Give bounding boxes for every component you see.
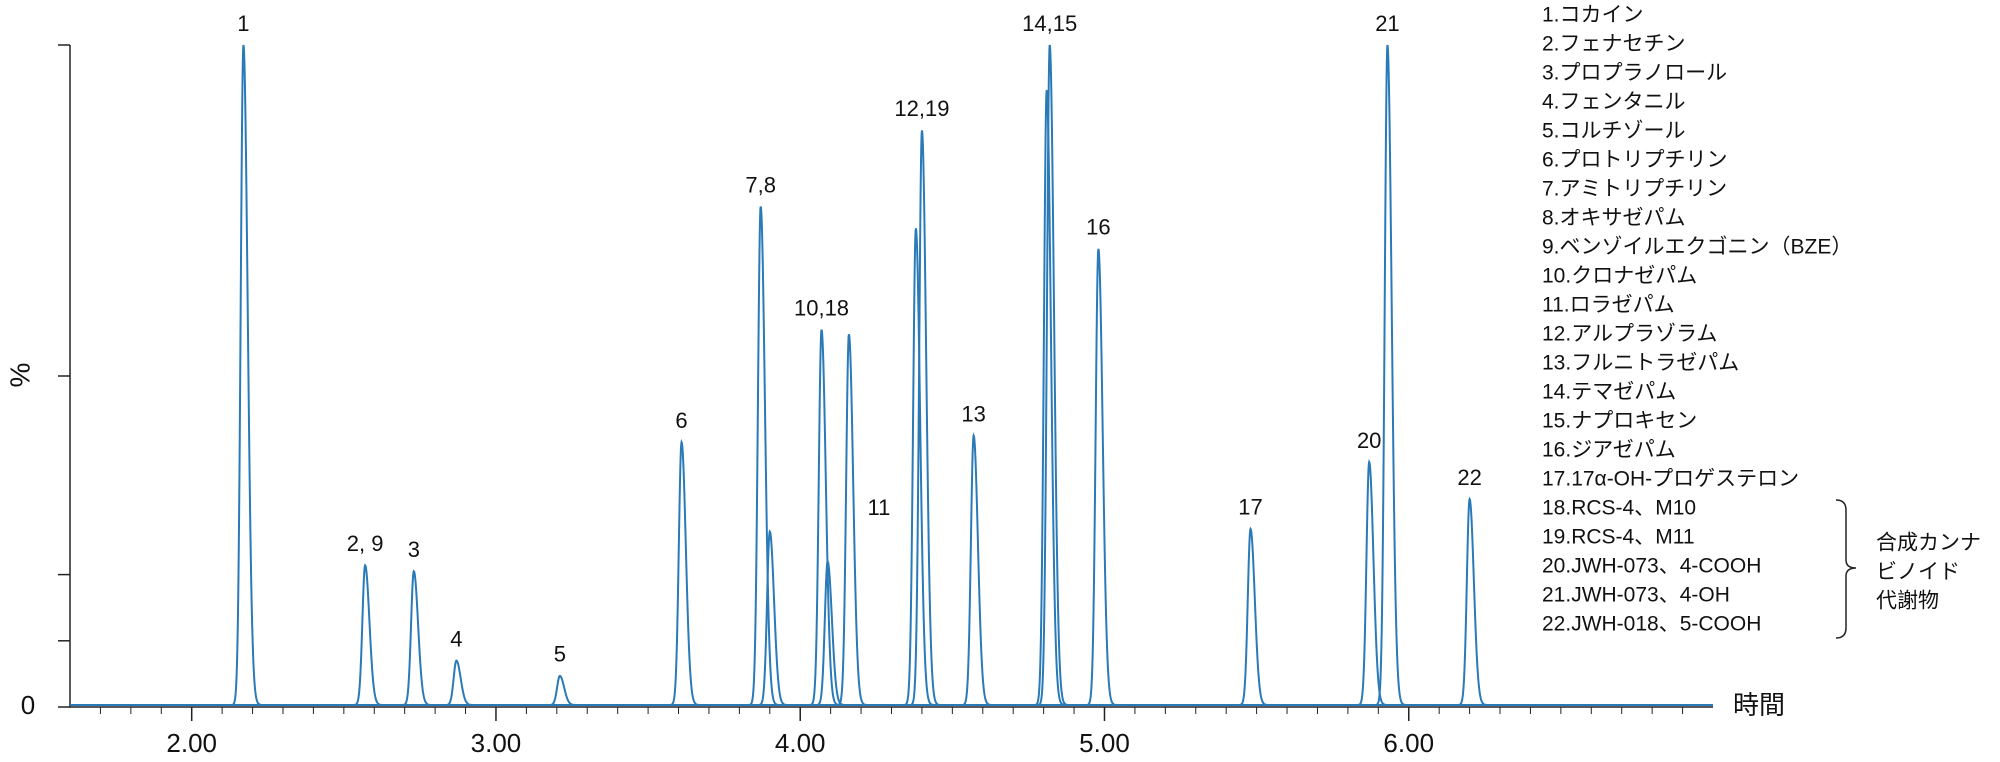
peak-label: 2, 9 [347, 531, 384, 556]
peak-label: 11 [867, 495, 890, 520]
legend-entry: 19.RCS-4、M11 [1542, 526, 1695, 549]
legend-entry: 11.ロラゼパム [1542, 294, 1675, 317]
legend-entry: 10.クロナゼパム [1542, 265, 1697, 288]
peak [1035, 89, 1073, 706]
peak [354, 563, 391, 706]
peak [670, 438, 708, 706]
peak-label: 4 [450, 626, 462, 651]
x-tick-label: 3.00 [471, 728, 522, 758]
legend-entry: 3.プロプラノロール [1542, 62, 1727, 85]
peak [758, 529, 796, 706]
legend-entry: 18.RCS-4、M10 [1542, 497, 1696, 520]
peak-label: 10,18 [794, 295, 849, 320]
peak-label: 1 [237, 11, 249, 36]
peak [402, 569, 440, 706]
y-tick-label: 0 [21, 690, 35, 720]
legend-entry: 7.アミトリプチリン [1542, 178, 1727, 201]
group-label: 代謝物 [1876, 590, 1939, 613]
legend-entry: 16.ジアゼパム [1542, 439, 1676, 462]
legend-entry: 5.コルチゾール [1542, 120, 1686, 143]
peak [1087, 248, 1124, 706]
group-label: ビノイド [1876, 561, 1960, 584]
legend-entry: 1.コカイン [1542, 4, 1644, 27]
y-axis-label: % [4, 363, 35, 388]
peak [232, 44, 269, 706]
legend-entry: 14.テマゼパム [1542, 381, 1676, 404]
peak-label: 3 [408, 537, 420, 562]
legend-entry: 12.アルプラゾラム [1542, 323, 1717, 346]
legend-entry: 13.フルニトラゼパム [1542, 352, 1739, 375]
peak [837, 333, 875, 706]
peak [910, 130, 948, 706]
peak [810, 329, 848, 706]
peak-label: 14,15 [1022, 11, 1077, 36]
peak-label: 22 [1457, 465, 1481, 490]
legend-entry: 2.フェナセチン [1542, 33, 1686, 56]
legend-entry: 8.オキサゼパム [1542, 207, 1686, 230]
peak [749, 206, 787, 706]
legend-entry: 21.JWH-073、4-OH [1542, 584, 1730, 607]
legend-entry: 4.フェンタニル [1542, 91, 1686, 114]
peak [1358, 458, 1395, 706]
group-bracket [1835, 499, 1857, 639]
peak [1458, 496, 1496, 706]
legend-entry: 22.JWH-018、5-COOH [1542, 613, 1761, 636]
x-axis-label: 時間 [1733, 690, 1785, 720]
peak [1239, 526, 1277, 706]
peak-label: 7,8 [745, 172, 776, 197]
legend-entry: 20.JWH-073、4-COOH [1542, 555, 1761, 578]
peak-label: 17 [1238, 495, 1262, 520]
peak-label: 12,19 [894, 96, 949, 121]
peak-label: 13 [961, 401, 985, 426]
peak-label: 5 [554, 642, 566, 667]
peak-label: 21 [1375, 11, 1399, 36]
x-tick-label: 2.00 [166, 728, 217, 758]
group-label: 合成カンナ [1876, 532, 1981, 555]
legend-entry: 9.ベンゾイルエクゴニン（BZE） [1542, 236, 1852, 259]
legend-entry: 6.プロトリプチリン [1542, 149, 1728, 172]
legend-entry: 15.ナプロキセン [1542, 410, 1697, 433]
peak [1038, 44, 1076, 706]
x-tick-label: 6.00 [1383, 728, 1434, 758]
peak [1376, 44, 1413, 706]
peak-label: 6 [675, 408, 687, 433]
peak [904, 228, 942, 706]
peak [445, 659, 482, 706]
legend-entry: 17.17α-OH-プロゲステロン [1542, 468, 1799, 491]
peak-label: 20 [1357, 428, 1381, 453]
peak [816, 559, 854, 706]
peak [962, 432, 1000, 706]
x-tick-label: 5.00 [1079, 728, 1130, 758]
peak [548, 674, 586, 706]
x-tick-label: 4.00 [775, 728, 826, 758]
peak-label: 16 [1086, 215, 1110, 240]
